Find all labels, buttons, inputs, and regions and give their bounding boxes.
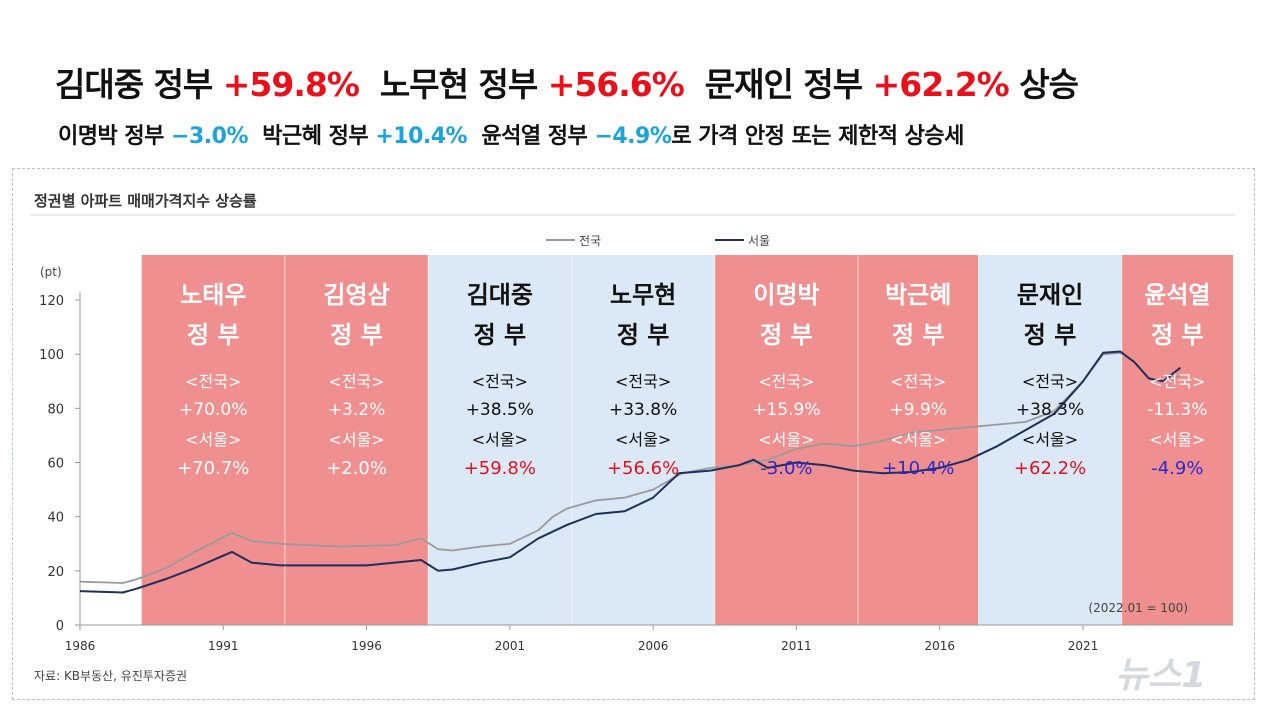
seoul-label: <서울> [890, 430, 946, 449]
headline-main: 김대중 정부 +59.8% 노무현 정부 +56.6% 문재인 정부 +62.2… [55, 58, 1079, 106]
band-6 [978, 255, 1122, 625]
headline-sub: 이명박 정부 −3.0% 박근혜 정부 +10.4% 윤석열 정부 −4.9%로… [58, 118, 964, 150]
nationwide-label: <전국> [1022, 372, 1078, 391]
seoul-rate: +70.7% [177, 458, 249, 479]
nationwide-label: <전국> [185, 372, 241, 391]
x-tick-label: 2021 [1068, 639, 1099, 653]
x-tick-label: 2006 [638, 639, 669, 653]
government-name-suffix: 정 부 [617, 321, 670, 349]
x-tick-label: 1986 [65, 639, 96, 653]
chart-frame [12, 168, 1255, 700]
government-name: 노태우 [180, 281, 246, 309]
x-tick-label: 2001 [495, 639, 526, 653]
nationwide-rate: +9.9% [890, 400, 947, 420]
nationwide-label: <전국> [890, 372, 946, 391]
series-line-seoul [79, 350, 1182, 594]
x-tick-label: 1996 [351, 639, 382, 653]
x-tick-label: 2016 [924, 639, 955, 653]
seoul-label: <서울> [185, 430, 241, 449]
government-name: 김영삼 [323, 281, 389, 309]
headline-rate: +62.2% [872, 65, 1010, 104]
seoul-label: <서울> [1149, 430, 1205, 449]
headline-text: 상승 [1008, 65, 1079, 104]
government-name-suffix: 정 부 [474, 321, 527, 349]
nationwide-label: <전국> [328, 372, 384, 391]
government-name-suffix: 정 부 [1151, 321, 1204, 349]
y-tick-label: 120 [39, 294, 64, 309]
headline-text: 문재인 정부 [683, 65, 873, 104]
seoul-rate: +62.2% [1014, 458, 1086, 479]
seoul-label: <서울> [758, 430, 814, 449]
seoul-rate: +59.8% [464, 458, 536, 479]
legend-seoul: 서울 [748, 234, 770, 248]
y-tick-label: 60 [47, 457, 64, 472]
government-name: 박근혜 [885, 281, 951, 309]
headline-rate: +59.8% [222, 65, 360, 104]
nationwide-label: <전국> [472, 372, 528, 391]
legend-nationwide: 전국 [579, 234, 601, 248]
headline-rate: +56.6% [547, 65, 685, 104]
y-tick-label: 20 [47, 565, 64, 580]
band-4 [714, 255, 859, 625]
nationwide-rate: -11.3% [1147, 400, 1207, 420]
headline-rate: −3.0% [171, 124, 248, 149]
government-name-suffix: 정 부 [760, 321, 813, 349]
band-1 [284, 255, 429, 625]
seoul-rate: +10.4% [882, 458, 954, 479]
band-7 [1121, 255, 1233, 625]
y-tick-label: 40 [47, 511, 64, 526]
seoul-label: <서울> [615, 430, 671, 449]
nationwide-label: <전국> [758, 372, 814, 391]
nationwide-rate: +33.8% [609, 400, 677, 420]
headline-text: 이명박 정부 [58, 124, 172, 149]
chart-title: 정권별 아파트 매매가격지수 상승률 [34, 192, 257, 210]
seoul-label: <서울> [472, 430, 528, 449]
nationwide-label: <전국> [1149, 372, 1205, 391]
government-name: 김대중 [467, 281, 533, 309]
headline-text: 노무현 정부 [358, 65, 548, 104]
headline-text: 김대중 정부 [55, 65, 223, 104]
government-name: 문재인 [1017, 281, 1083, 309]
government-name: 이명박 [753, 281, 819, 309]
nationwide-rate: +38.5% [466, 400, 534, 420]
government-name-suffix: 정 부 [892, 321, 945, 349]
seoul-rate: +56.6% [607, 458, 679, 479]
nationwide-rate: +15.9% [752, 400, 820, 420]
government-name-suffix: 정 부 [1024, 321, 1077, 349]
series-line-nationwide [79, 351, 1181, 584]
base-note: (2022.01 = 100) [1088, 601, 1188, 615]
x-tick-label: 2011 [781, 639, 812, 653]
y-tick-label: 100 [39, 348, 64, 363]
headline-text: 박근혜 정부 [247, 124, 376, 149]
y-tick-label: 0 [56, 619, 64, 634]
nationwide-rate: +38.3% [1016, 400, 1084, 420]
seoul-rate: +2.0% [326, 458, 387, 479]
government-name: 윤석열 [1144, 281, 1210, 309]
band-3 [571, 255, 715, 625]
nationwide-rate: +3.2% [328, 400, 385, 420]
x-tick-label: 1991 [208, 639, 239, 653]
seoul-label: <서울> [328, 430, 384, 449]
headline-text: 윤석열 정부 [467, 124, 595, 149]
seoul-rate: -3.0% [760, 458, 812, 479]
source-note: 자료: KB부동산, 유진투자증권 [34, 669, 187, 683]
government-name-suffix: 정 부 [187, 321, 240, 349]
headline-text: 로 가격 안정 또는 제한적 상승세 [671, 124, 964, 149]
watermark-logo: 뉴스1 [1115, 655, 1207, 696]
government-name: 노무현 [610, 281, 676, 309]
seoul-label: <서울> [1022, 430, 1078, 449]
y-unit-label: (pt) [40, 265, 62, 279]
band-2 [428, 255, 572, 625]
y-tick-label: 80 [47, 402, 64, 417]
nationwide-label: <전국> [615, 372, 671, 391]
headline-rate: +10.4% [375, 124, 468, 149]
headline-rate: −4.9% [594, 124, 672, 149]
seoul-rate: -4.9% [1151, 458, 1203, 479]
band-5 [858, 255, 979, 625]
nationwide-rate: +70.0% [179, 400, 247, 420]
government-name-suffix: 정 부 [330, 321, 383, 349]
